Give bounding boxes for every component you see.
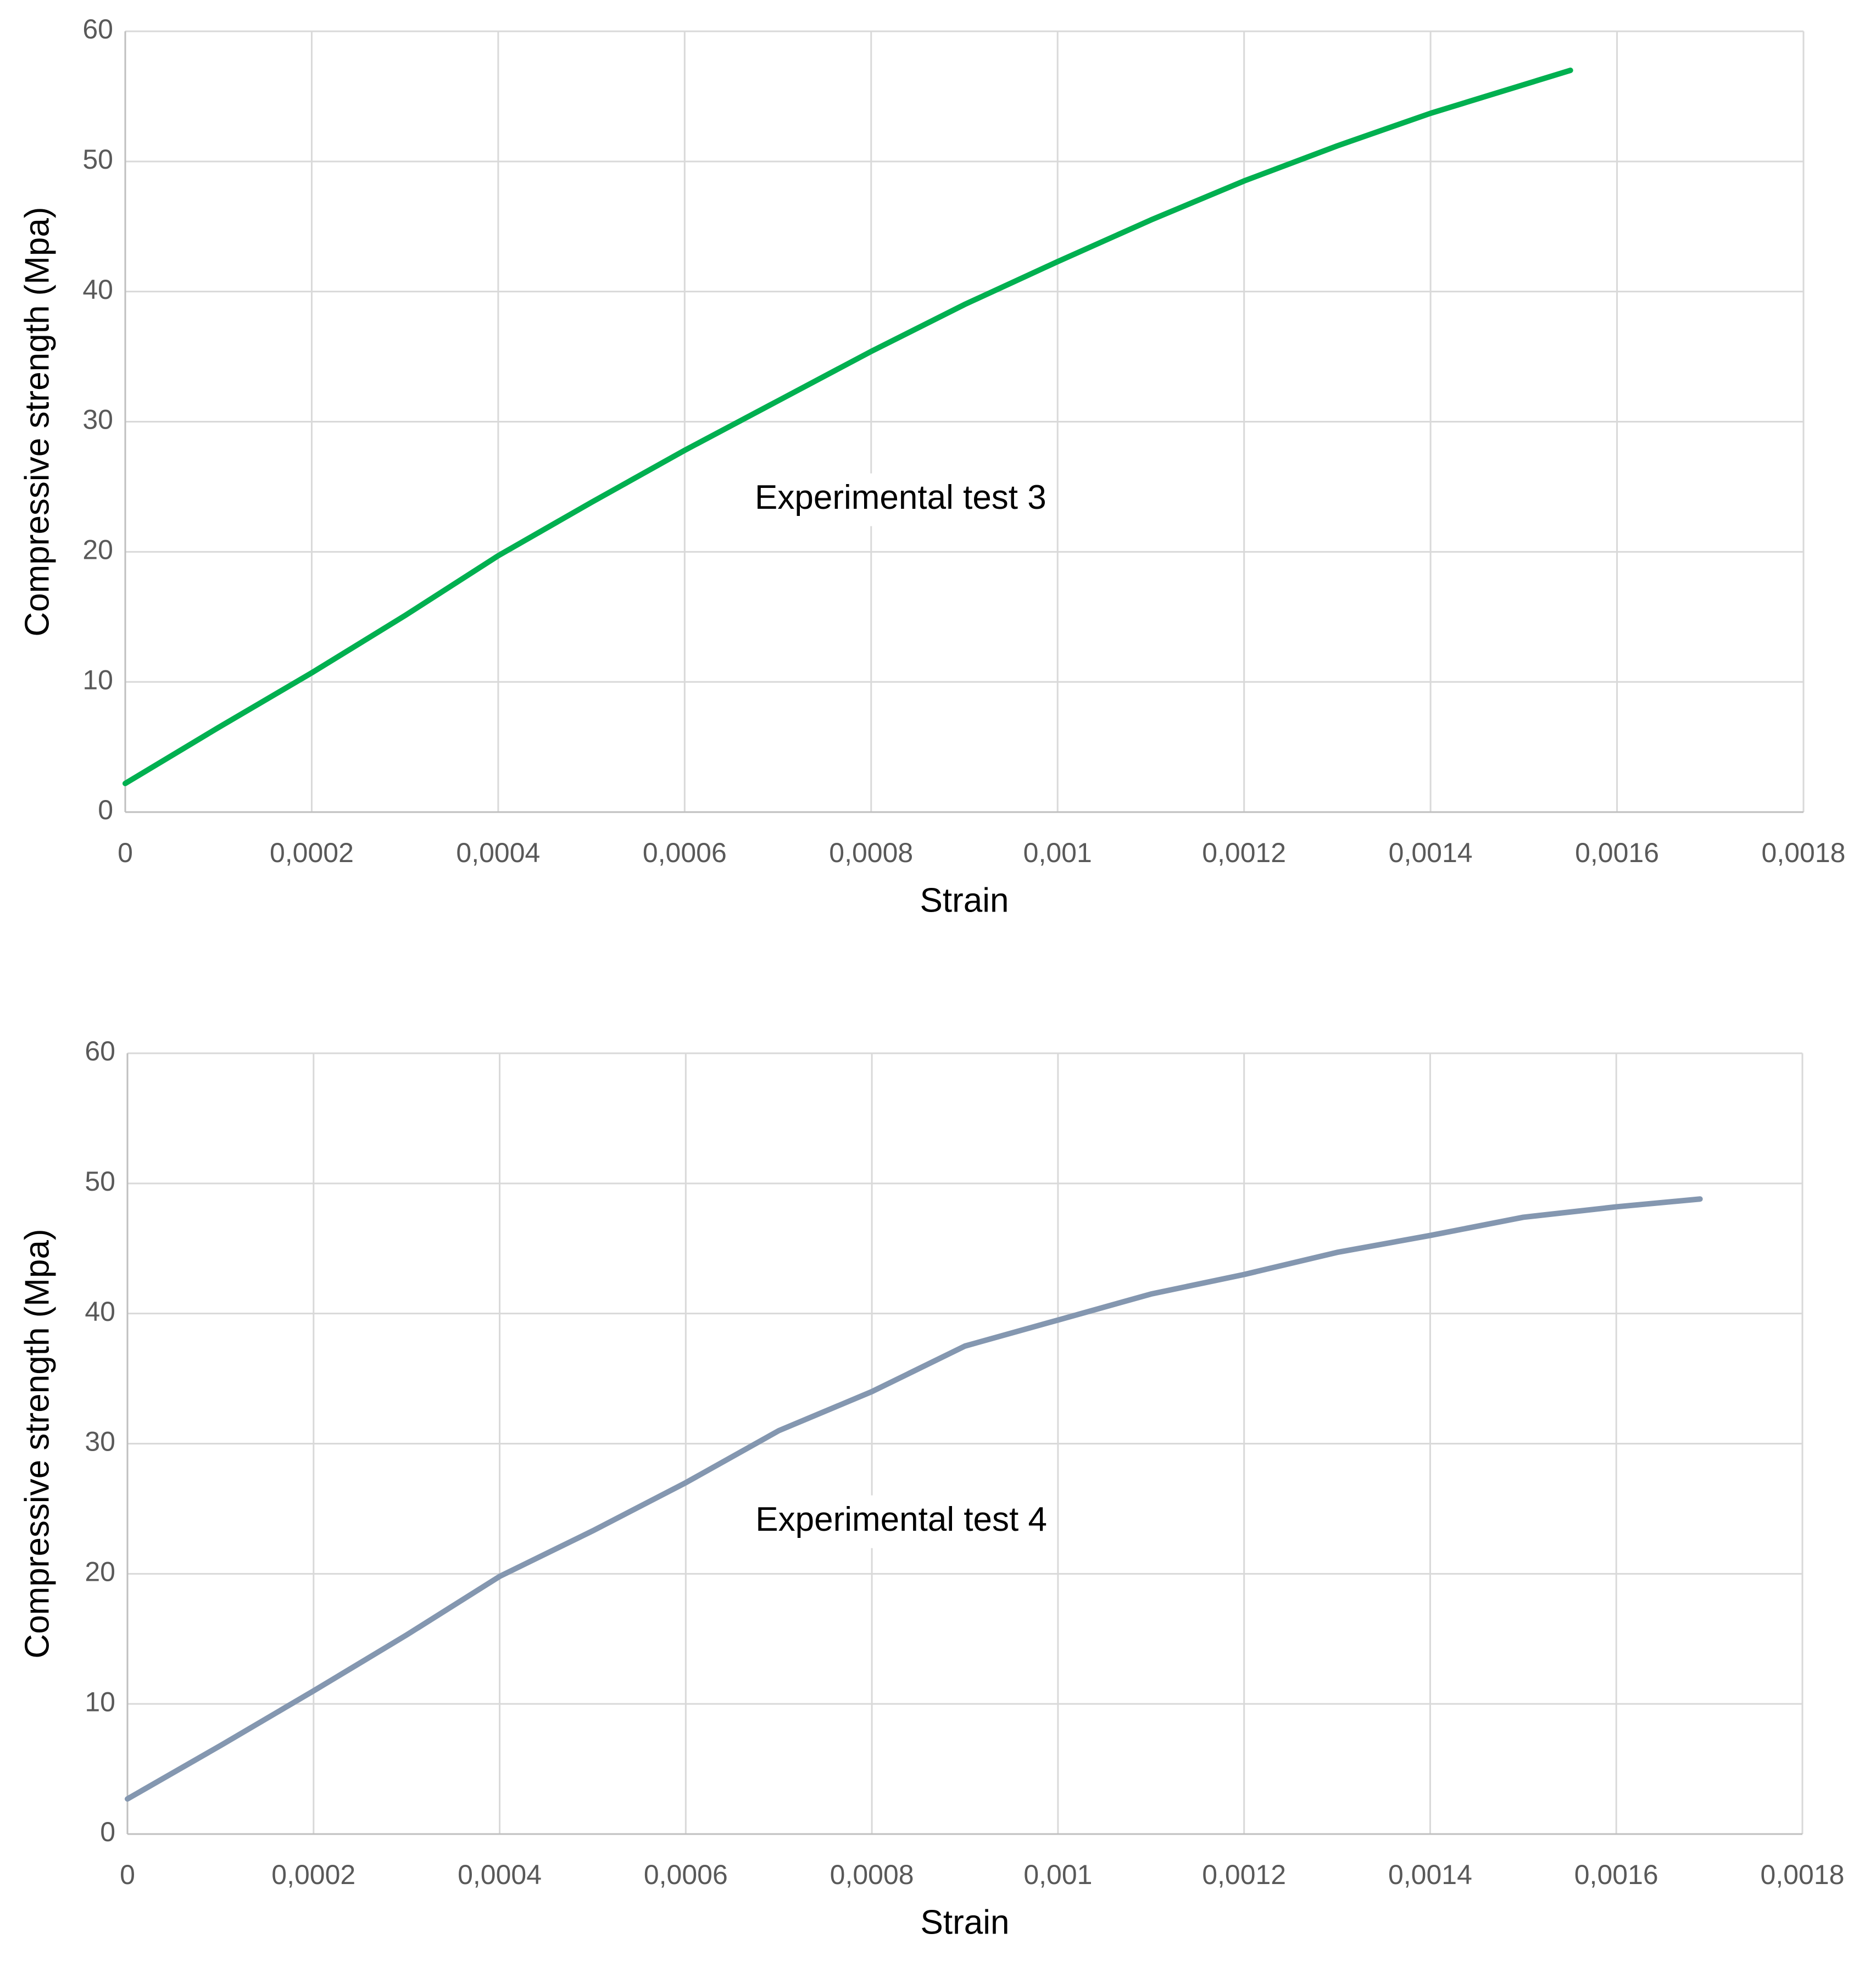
series-label: Experimental test 3	[755, 479, 1046, 516]
x-tick-label: 0,0016	[1575, 837, 1659, 868]
y-tick-label: 10	[85, 1686, 115, 1717]
x-tick-label: 0,0004	[458, 1859, 542, 1890]
annotation-background	[747, 1495, 1055, 1548]
y-axis-title: Compressive strength (Mpa)	[18, 1229, 56, 1658]
x-tick-label: 0,0012	[1202, 837, 1286, 868]
y-tick-label: 50	[85, 1166, 115, 1197]
x-tick-label: 0,0006	[644, 1859, 728, 1890]
y-tick-label: 60	[82, 14, 113, 45]
y-tick-label: 20	[82, 535, 113, 565]
x-tick-label: 0,0014	[1389, 837, 1473, 868]
y-tick-label: 60	[85, 1036, 115, 1066]
chart: 0 10 20 30 40 50 60 0 0,0002 0,0004 0,0006 0,0008 0,…	[18, 1036, 1844, 1941]
x-tick-label: 0,001	[1023, 837, 1092, 868]
x-tick-label: 0,0012	[1202, 1859, 1286, 1890]
y-tick-label: 0	[100, 1816, 115, 1847]
x-tick-label: 0,0008	[830, 1859, 914, 1890]
y-tick-label: 30	[85, 1426, 115, 1457]
x-tick-label: 0,001	[1023, 1859, 1092, 1890]
y-tick-label: 10	[82, 664, 113, 695]
x-tick-label: 0,0016	[1574, 1859, 1658, 1890]
y-tick-label: 40	[85, 1296, 115, 1327]
x-tick-label: 0,0014	[1388, 1859, 1472, 1890]
x-tick-label: 0,0002	[271, 1859, 355, 1890]
annotation-background	[747, 473, 1055, 526]
y-tick-label: 30	[82, 404, 113, 435]
x-tick-label: 0	[120, 1859, 135, 1890]
x-tick-label: 0,0004	[456, 837, 540, 868]
y-tick-label: 20	[85, 1557, 115, 1587]
x-tick-label: 0	[118, 837, 133, 868]
y-axis-title: Compressive strength (Mpa)	[18, 207, 56, 636]
x-tick-label: 0,0018	[1761, 1859, 1845, 1890]
y-tick-label: 50	[82, 144, 113, 175]
chart: 0 10 20 30 40 50 60 0 0,0002 0,0004 0,0006 0,0008 0,…	[18, 14, 1845, 919]
line	[123, 68, 1573, 786]
y-tick-label: 0	[98, 794, 113, 825]
x-axis-title: Strain	[921, 1903, 1010, 1941]
line	[125, 1196, 1703, 1802]
x-tick-label: 0,0008	[829, 837, 913, 868]
y-tick-label: 40	[82, 274, 113, 305]
x-axis-title: Strain	[920, 881, 1009, 919]
x-tick-label: 0,0006	[643, 837, 727, 868]
series-label: Experimental test 4	[755, 1501, 1047, 1538]
x-tick-label: 0,0002	[270, 837, 354, 868]
x-tick-label: 0,0018	[1762, 837, 1846, 868]
